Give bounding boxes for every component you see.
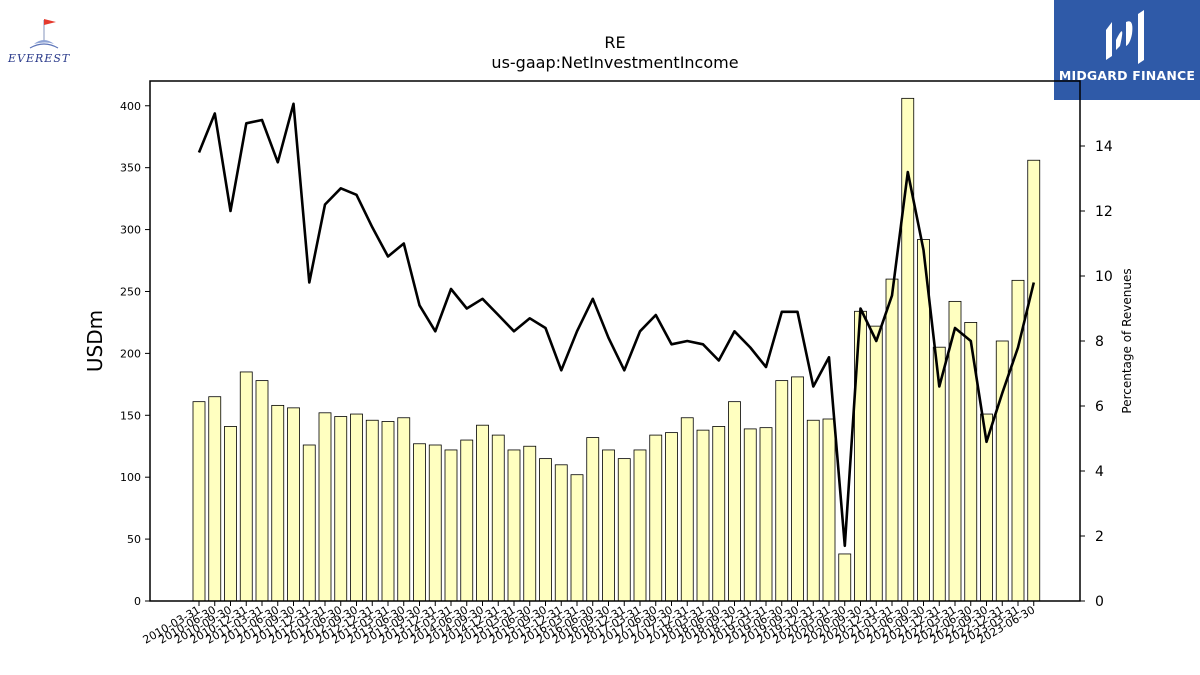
bar: [460, 439, 474, 602]
everest-wordmark: EVEREST: [8, 52, 71, 65]
y-tick-label: 250: [120, 285, 141, 298]
bar: [617, 458, 631, 602]
ratio-line-series: [197, 102, 1036, 548]
y-tick-label: 50: [127, 533, 141, 546]
midgard-finance-logo: MIDGARD FINANCE: [1054, 0, 1200, 100]
bar: [791, 376, 804, 602]
bar: [302, 444, 316, 602]
bar: [885, 278, 899, 602]
y2-tick-label: 8: [1095, 334, 1104, 350]
midgard-wordmark: MIDGARD FINANCE: [1058, 68, 1196, 83]
bar: [413, 443, 426, 602]
bar: [287, 407, 300, 602]
y2-tick-label: 6: [1095, 399, 1104, 415]
bar: [318, 412, 332, 602]
bar: [712, 426, 726, 602]
chart-title: RE: [604, 33, 625, 52]
bar-series: [192, 97, 1041, 602]
bar: [869, 325, 883, 602]
y-tick-label: 0: [134, 595, 141, 608]
bar: [822, 418, 836, 602]
bar: [507, 449, 521, 602]
bar: [350, 413, 363, 602]
bar: [444, 449, 458, 602]
bar: [838, 553, 852, 602]
bar: [428, 444, 442, 602]
bar: [649, 434, 663, 602]
bar: [680, 417, 694, 602]
bar: [397, 417, 411, 602]
bar: [224, 426, 237, 602]
bar: [759, 427, 773, 602]
x-axis-ticks: 2010-03-312010-06-302010-09-302010-12-31…: [141, 601, 1037, 647]
bar: [255, 380, 269, 602]
bar: [633, 449, 647, 602]
bar: [570, 474, 584, 602]
y-tick-label: 150: [120, 409, 141, 422]
midgard-monogram-icon: [1106, 10, 1144, 64]
bar: [476, 424, 489, 602]
bar: [728, 401, 741, 602]
bar: [586, 437, 600, 602]
y2-tick-label: 4: [1095, 464, 1104, 480]
y-axis-label: USDm: [83, 310, 107, 372]
right-axis-ticks: 0 2 4 6 8 10 12 14: [1080, 139, 1113, 610]
ratio-line: [197, 102, 1036, 548]
bar: [192, 401, 206, 602]
bar: [743, 428, 757, 602]
y2-tick-label: 2: [1095, 529, 1104, 545]
chart-subtitle: us-gaap:NetInvestmentIncome: [491, 53, 738, 72]
bar: [239, 371, 253, 602]
bar: [334, 416, 348, 602]
y-tick-label: 350: [120, 162, 141, 175]
bar: [665, 432, 678, 602]
bar: [554, 464, 568, 602]
bar: [491, 434, 505, 602]
y2-tick-label: 14: [1095, 139, 1113, 155]
y2-tick-label: 0: [1095, 594, 1104, 610]
bar: [696, 429, 710, 602]
bar: [806, 419, 820, 602]
y-tick-label: 300: [120, 224, 141, 237]
bar: [1027, 159, 1041, 602]
bar: [271, 404, 285, 602]
y2-tick-label: 12: [1095, 204, 1113, 220]
left-axis-ticks: 0 50 100 150 200 250 300 350 400: [120, 100, 150, 608]
bar: [775, 380, 789, 602]
everest-logo: EVEREST: [4, 14, 88, 70]
bar: [208, 396, 222, 602]
y-tick-label: 200: [120, 347, 141, 360]
y2-axis-label: Percentage of Revenues: [1120, 268, 1134, 413]
y2-tick-label: 10: [1095, 269, 1113, 285]
flag-icon: [29, 19, 59, 49]
bar: [539, 458, 552, 602]
bar: [381, 421, 395, 602]
y-tick-label: 400: [120, 100, 141, 113]
bar: [523, 445, 537, 602]
bar: [602, 449, 615, 602]
y-tick-label: 100: [120, 471, 141, 484]
bar: [365, 419, 379, 602]
